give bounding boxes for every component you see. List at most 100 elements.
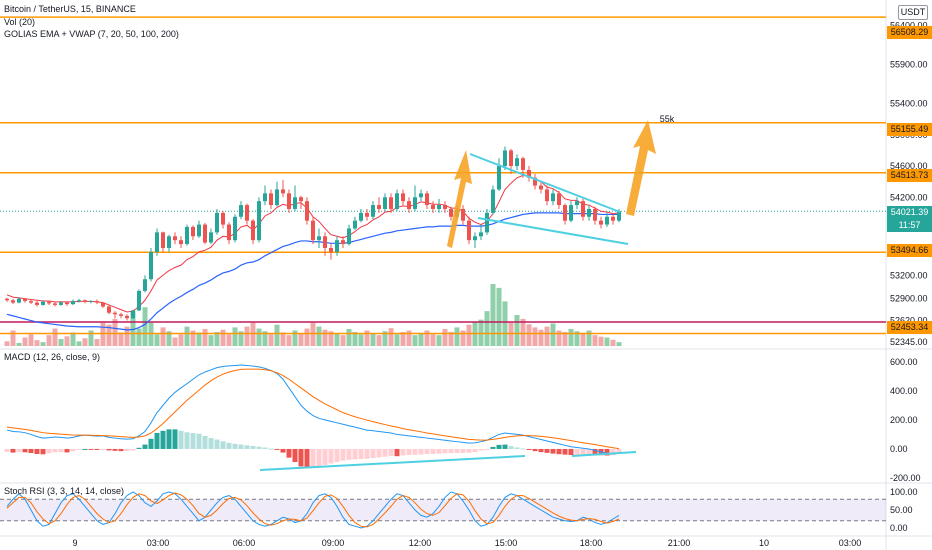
candle-body (293, 197, 297, 209)
volume-bar (64, 336, 70, 346)
candle-body (119, 314, 123, 316)
volume-bar (280, 332, 286, 346)
candle-body (389, 197, 393, 209)
volume-bar (184, 326, 190, 346)
candle-body (251, 220, 255, 241)
volume-bar (616, 342, 622, 346)
volume-bar (442, 328, 448, 346)
macd-histogram-bar (406, 448, 412, 456)
macd-histogram-bar (298, 448, 304, 467)
volume-bar (436, 335, 442, 346)
price-axis-label: 53200.00 (890, 270, 928, 280)
candle-body (125, 315, 129, 319)
candle-body (77, 300, 81, 302)
macd-histogram-bar (28, 448, 34, 454)
volume-bar (148, 322, 154, 346)
price-axis-label: 52345.00 (890, 337, 928, 347)
volume-bar (154, 334, 160, 346)
macd-histogram-bar (592, 448, 598, 455)
stoch-band (0, 499, 886, 521)
volume-bar (274, 324, 280, 346)
macd-histogram-bar (172, 429, 178, 449)
currency-button[interactable]: USDT (898, 5, 928, 20)
macd-histogram-bar (424, 448, 430, 455)
candle-body (593, 208, 597, 221)
volume-bar (508, 322, 514, 346)
candle-body (353, 220, 357, 229)
candle-body (71, 301, 75, 305)
volume-bar (550, 323, 556, 346)
macd-line (6, 364, 620, 455)
macd-histogram-bar (214, 439, 220, 449)
candle-body (281, 189, 285, 194)
volume-bar (226, 334, 232, 346)
candle-body (257, 201, 261, 241)
macd-histogram-bar (358, 448, 364, 460)
volume-bar (316, 326, 322, 346)
volume-bar (76, 341, 82, 346)
volume-bar (268, 334, 274, 346)
price-axis-label: 56400.00 (890, 21, 928, 31)
candle-body (137, 290, 141, 311)
volume-bar (598, 336, 604, 346)
volume-bar (466, 324, 472, 346)
candle-body (149, 251, 153, 280)
volume-bar (334, 333, 340, 346)
time-axis-label: 21:00 (668, 538, 691, 548)
volume-bar (214, 332, 220, 346)
macd-histogram-bar (118, 448, 124, 452)
candle-body (473, 236, 477, 241)
volume-bar (496, 287, 502, 346)
candle-body (83, 300, 87, 302)
volume-bar (604, 337, 610, 346)
candle-body (239, 205, 243, 217)
volume-bar (538, 329, 544, 346)
candle-body (371, 205, 375, 217)
macd-histogram-bar (154, 432, 160, 449)
candle-body (329, 247, 333, 252)
candle-body (377, 205, 381, 209)
volume-bar (262, 331, 268, 346)
time-axis-label: 18:00 (580, 538, 603, 548)
candle-body (233, 216, 237, 241)
macd-histogram-bar (604, 448, 610, 456)
macd-histogram-bar (556, 448, 562, 455)
macd-histogram-bar (190, 432, 196, 449)
macd-histogram-bar (280, 448, 286, 453)
stoch-axis-label: 0.00 (890, 523, 908, 533)
candle-body (551, 193, 555, 202)
candle-body (539, 185, 543, 190)
macd-histogram-bar (10, 448, 16, 453)
macd-histogram-bar (316, 448, 322, 468)
candle-body (497, 166, 501, 190)
candle-body (227, 224, 231, 241)
macd-histogram-bar (352, 448, 358, 460)
macd-histogram-bar (250, 446, 256, 449)
macd-histogram-bar (502, 444, 508, 449)
candle-body (485, 212, 489, 233)
candle-body (269, 193, 273, 206)
volume-bar (400, 332, 406, 346)
candle-body (245, 205, 249, 221)
candle-body (563, 205, 567, 221)
candle-body (491, 189, 495, 213)
candle-body (23, 298, 27, 302)
volume-bar (166, 331, 172, 346)
volume-bar (250, 322, 256, 346)
candle-body (599, 220, 603, 225)
candle-body (347, 228, 351, 245)
volume-bar (562, 332, 568, 346)
macd-histogram-bar (526, 448, 532, 450)
macd-histogram-bar (508, 446, 514, 449)
candle-body (527, 169, 531, 178)
candle-body (365, 212, 369, 217)
volume-bar (502, 301, 508, 346)
macd-histogram-bar (232, 443, 238, 449)
volume-bar (238, 331, 244, 346)
candle-body (59, 302, 63, 305)
volume-bar (328, 331, 334, 346)
candle-body (503, 150, 507, 167)
volume-bar (388, 328, 394, 346)
candle-body (419, 193, 423, 198)
